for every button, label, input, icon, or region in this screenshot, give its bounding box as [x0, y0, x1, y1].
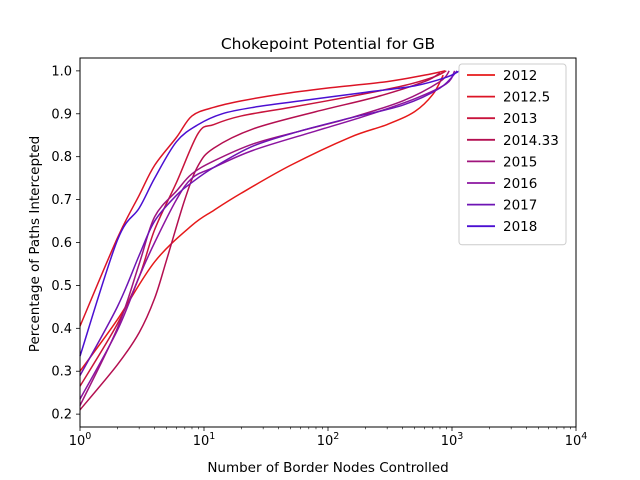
series-line-0 — [79, 74, 444, 372]
x-axis-label: Number of Border Nodes Controlled — [207, 460, 448, 476]
x-tick-label-4: 104 — [565, 431, 588, 449]
legend: 2012 2012.5 2013 2014.33 2015 2016 2017 2018 — [458, 63, 567, 246]
legend-label-0: 2012 — [503, 68, 537, 84]
y-tick-label-4: 0.6 — [51, 236, 72, 251]
chart-title: Chokepoint Potential for GB — [221, 35, 435, 53]
axes-layer: 100 101 102 103 104 0.2 0.3 0.4 0.5 0.6 0.7 0.8 0.9 1… — [51, 57, 588, 449]
x-tick-label-1: 101 — [193, 431, 216, 449]
series-line-1 — [79, 70, 446, 327]
legend-label-2: 2013 — [503, 111, 537, 127]
series-line-3 — [79, 72, 441, 411]
series-layer — [79, 70, 460, 411]
y-tick-label-1: 0.3 — [51, 365, 72, 380]
x-tick-label-0: 100 — [69, 431, 92, 449]
series-line-6 — [79, 70, 458, 376]
y-axis-label: Percentage of Paths Intercepted — [27, 136, 43, 352]
legend-label-7: 2018 — [503, 219, 537, 235]
legend-box — [458, 63, 567, 246]
legend-label-3: 2014.33 — [503, 133, 559, 149]
legend-label-1: 2012.5 — [503, 90, 550, 106]
y-tick-label-6: 0.8 — [51, 150, 72, 165]
legend-label-6: 2017 — [503, 198, 537, 214]
legend-label-4: 2015 — [503, 154, 537, 170]
series-line-4 — [79, 70, 450, 406]
series-line-7 — [79, 70, 460, 357]
y-tick-label-0: 0.2 — [51, 408, 72, 423]
x-tick-label-2: 102 — [317, 431, 340, 449]
y-tick-label-8: 1.0 — [51, 64, 72, 79]
legend-label-5: 2016 — [503, 176, 537, 192]
y-tick-label-7: 0.9 — [51, 107, 72, 122]
x-tick-label-3: 103 — [441, 431, 464, 449]
y-tick-label-5: 0.7 — [51, 193, 72, 208]
y-tick-label-2: 0.4 — [51, 322, 72, 337]
y-tick-label-3: 0.5 — [51, 279, 72, 294]
